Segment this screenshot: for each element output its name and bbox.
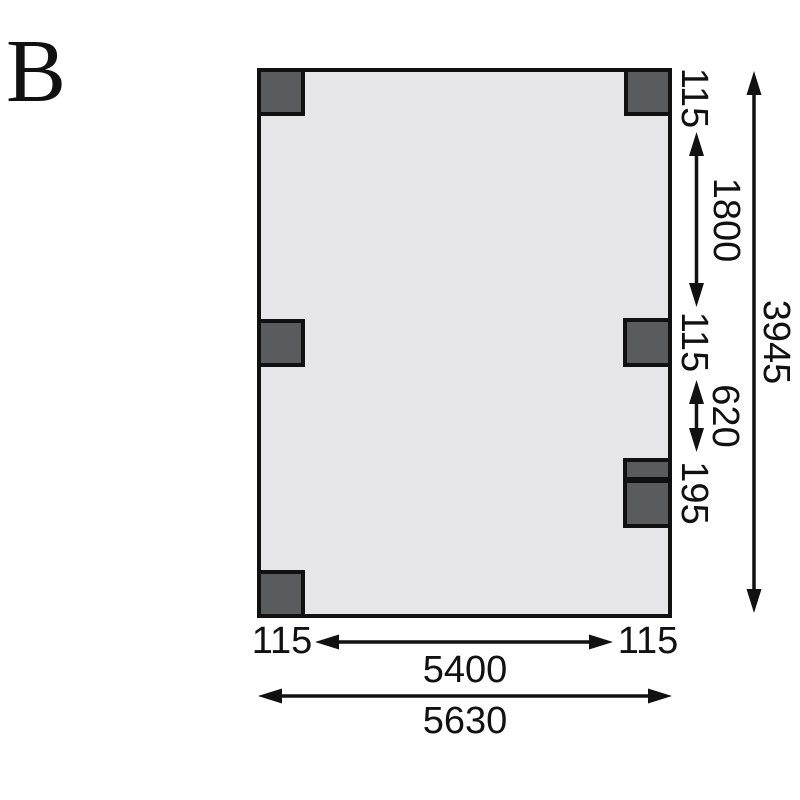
dim-arrow-5630	[258, 688, 672, 704]
dim-label-post-span: 5400	[422, 649, 508, 691]
beam-divider-line	[626, 477, 669, 483]
dim-label-right-post-offset: 115	[617, 620, 679, 662]
variant-label: B	[6, 22, 67, 121]
post-middle-right	[623, 318, 672, 367]
dim-label-middle-post: 115	[673, 311, 715, 373]
dim-label-overall-width: 5630	[422, 700, 508, 742]
dim-label-top-post-offset: 115	[673, 67, 715, 129]
dim-arrow-1800	[689, 132, 704, 307]
dim-label-beam-assembly: 195	[673, 461, 715, 525]
dim-label-overall-depth: 3945	[755, 299, 797, 385]
post-top-right	[624, 68, 672, 116]
post-top-left	[257, 68, 305, 116]
beam-assembly-right	[623, 458, 672, 528]
dim-label-upper-span: 1800	[705, 177, 747, 263]
dim-label-left-post-offset: 115	[251, 620, 313, 662]
plan-outline	[257, 68, 672, 618]
dim-label-lower-gap: 620	[704, 384, 746, 448]
dim-arrow-3945	[746, 71, 762, 613]
dim-arrow-620	[689, 380, 704, 452]
post-middle-left	[257, 319, 305, 367]
dim-arrow-5400	[315, 634, 613, 650]
post-bottom-left	[257, 570, 305, 618]
